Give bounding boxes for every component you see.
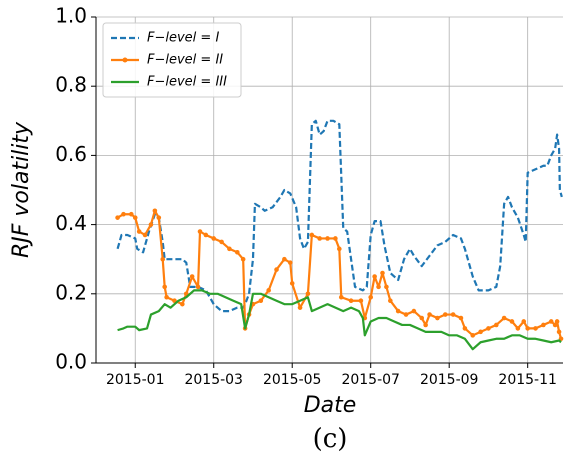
x-tick-label: 2015-11 bbox=[498, 372, 557, 388]
point bbox=[372, 274, 377, 279]
point bbox=[368, 294, 374, 300]
x-tick-label: 2015-03 bbox=[184, 372, 243, 388]
point bbox=[493, 322, 499, 328]
point bbox=[501, 315, 507, 321]
point bbox=[411, 308, 417, 314]
series-line bbox=[117, 289, 562, 351]
legend-box bbox=[102, 22, 242, 98]
point bbox=[388, 298, 393, 304]
x-tick-label: 2015-01 bbox=[106, 372, 165, 388]
point bbox=[240, 256, 246, 262]
y-tick-label: 1.0 bbox=[55, 4, 87, 28]
legend-label: F−level = I bbox=[147, 31, 219, 46]
point bbox=[554, 319, 560, 324]
point bbox=[376, 284, 381, 290]
point bbox=[305, 291, 311, 297]
point bbox=[533, 326, 538, 331]
point bbox=[136, 229, 142, 234]
point bbox=[548, 319, 554, 324]
point bbox=[515, 326, 521, 331]
point bbox=[162, 284, 167, 290]
x-tick-label: 2015-05 bbox=[263, 372, 322, 388]
point bbox=[525, 326, 530, 331]
point bbox=[478, 329, 483, 335]
y-tick-label: 0.2 bbox=[55, 280, 87, 304]
point bbox=[121, 211, 126, 217]
y-tick-label: 0.0 bbox=[55, 350, 87, 374]
point bbox=[462, 326, 468, 331]
point bbox=[435, 315, 440, 321]
point bbox=[348, 298, 354, 304]
point bbox=[358, 298, 364, 304]
y-tick-label: 0.4 bbox=[55, 211, 87, 235]
point bbox=[152, 208, 158, 214]
point bbox=[156, 215, 162, 220]
point bbox=[486, 326, 491, 331]
x-tick-label: 2015-07 bbox=[341, 372, 400, 388]
point bbox=[227, 246, 232, 252]
point bbox=[442, 312, 448, 317]
point bbox=[180, 301, 185, 307]
point bbox=[129, 211, 134, 217]
point bbox=[470, 333, 476, 338]
point bbox=[148, 222, 154, 227]
point bbox=[333, 236, 338, 241]
point bbox=[552, 322, 558, 328]
point bbox=[189, 274, 195, 279]
point bbox=[325, 236, 330, 241]
point bbox=[458, 315, 464, 321]
point bbox=[337, 246, 342, 252]
x-tick-label: 2015-09 bbox=[420, 372, 479, 388]
series-line bbox=[116, 119, 563, 313]
point bbox=[317, 236, 322, 241]
y-axis-label: RJF volatility bbox=[9, 121, 34, 258]
point bbox=[282, 256, 287, 262]
point bbox=[258, 298, 264, 304]
point bbox=[266, 288, 271, 293]
point bbox=[203, 232, 209, 238]
point bbox=[403, 312, 409, 317]
caption: (c) bbox=[313, 424, 348, 454]
legend-label: F−level = III bbox=[147, 75, 227, 90]
point bbox=[450, 312, 456, 317]
point bbox=[521, 319, 527, 324]
series-line bbox=[117, 209, 563, 340]
point bbox=[419, 315, 425, 321]
legend-label: F−level = II bbox=[147, 53, 223, 68]
y-tick-label: 0.6 bbox=[55, 142, 87, 166]
point bbox=[427, 312, 432, 317]
y-tick-label: 0.8 bbox=[55, 73, 87, 97]
point bbox=[289, 281, 295, 286]
point bbox=[384, 284, 389, 290]
point bbox=[541, 322, 546, 328]
point bbox=[115, 215, 120, 220]
point bbox=[338, 294, 344, 300]
point bbox=[380, 270, 385, 276]
point bbox=[132, 215, 138, 220]
point bbox=[195, 284, 201, 290]
point bbox=[509, 319, 515, 324]
point bbox=[197, 229, 203, 234]
point bbox=[395, 308, 401, 314]
point bbox=[219, 239, 224, 245]
point bbox=[297, 305, 303, 310]
legend-marker bbox=[122, 57, 128, 63]
point bbox=[164, 294, 169, 300]
point bbox=[309, 232, 315, 238]
point bbox=[234, 249, 240, 255]
point bbox=[142, 232, 148, 238]
point bbox=[287, 260, 293, 265]
point bbox=[556, 329, 562, 335]
point bbox=[274, 267, 279, 272]
point bbox=[211, 236, 217, 241]
x-axis-label: Date bbox=[304, 393, 357, 418]
point bbox=[423, 322, 428, 328]
point bbox=[160, 256, 166, 262]
